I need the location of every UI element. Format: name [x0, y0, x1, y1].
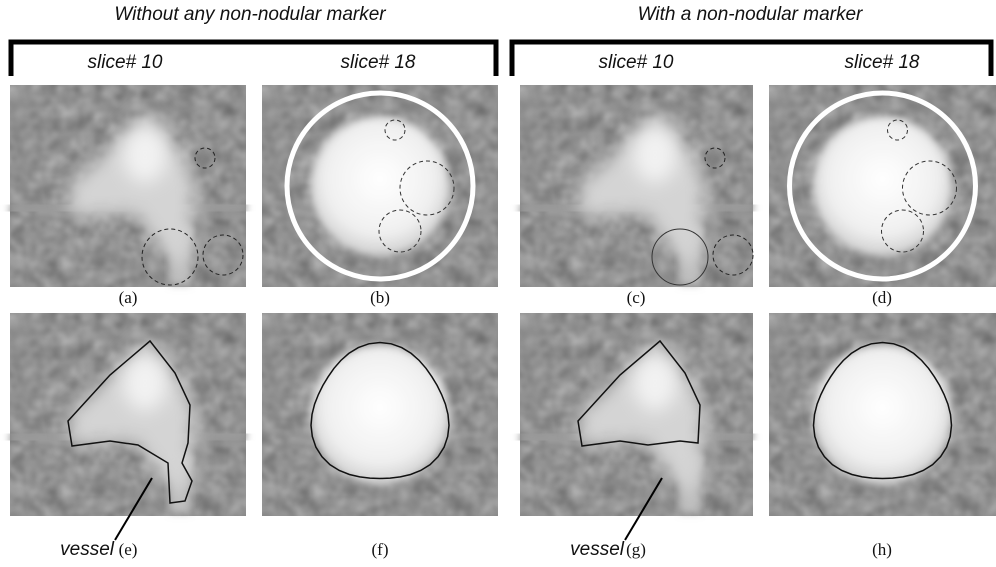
nodule-core	[123, 127, 167, 183]
nodule-core	[633, 355, 677, 411]
panel-label: (h)	[872, 540, 892, 559]
bracket	[11, 42, 496, 76]
slice-label: slice# 18	[341, 52, 416, 73]
panels	[10, 85, 996, 516]
ct-image	[262, 313, 498, 516]
panel-label: (a)	[119, 288, 138, 307]
ct-image	[769, 313, 996, 516]
panel-label: (d)	[872, 288, 892, 307]
ct-image	[262, 85, 498, 287]
nodule	[310, 345, 450, 485]
annotation: vessel	[570, 539, 625, 560]
nodule-core	[633, 127, 677, 183]
ct-image	[520, 85, 753, 287]
panel-label: (e)	[119, 540, 138, 559]
nodule	[310, 116, 450, 256]
ct-image	[769, 85, 996, 287]
slice-label: slice# 10	[88, 52, 163, 73]
slice-label: slice# 18	[845, 52, 920, 73]
ct-image	[520, 313, 753, 516]
heading: Without any non-nodular marker	[114, 4, 386, 25]
nodule	[813, 116, 953, 256]
nodule-core	[123, 355, 167, 411]
panel-label: (b)	[370, 288, 390, 307]
ct-image	[10, 313, 246, 516]
panel-label: (g)	[626, 540, 646, 559]
slice-label: slice# 10	[599, 52, 674, 73]
panel-label: (f)	[372, 540, 389, 559]
annotation: vessel	[60, 539, 115, 560]
ct-image	[10, 85, 246, 287]
figure: Without any non-nodular marker With a no…	[0, 0, 996, 567]
heading: With a non-nodular marker	[638, 4, 863, 25]
nodule	[813, 345, 953, 485]
panel-label: (c)	[627, 288, 646, 307]
